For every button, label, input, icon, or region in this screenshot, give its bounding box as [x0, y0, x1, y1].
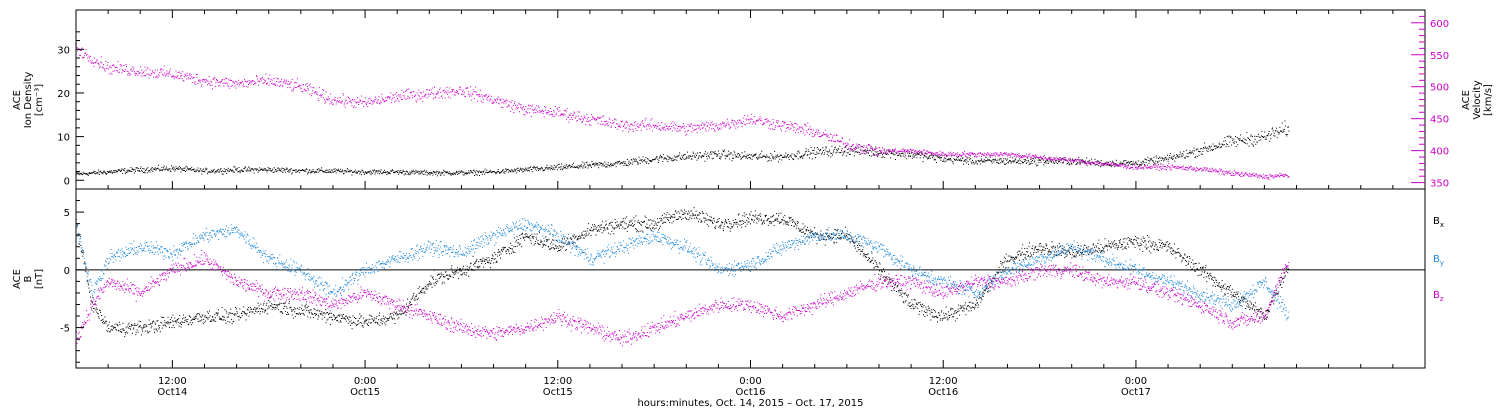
series-By [76, 218, 1290, 321]
right-y-label-line: Velocity [1472, 80, 1483, 119]
x-tick-date: Oct15 [543, 387, 573, 398]
top-panel: 0 10 20 30 350 400 450 500 550 600 [57, 9, 1449, 190]
x-tick-date: Oct16 [928, 387, 958, 398]
x-axis-label: hours:minutes, Oct. 14, 2015 – Oct. 17, … [637, 398, 863, 409]
series-velocity [76, 43, 1290, 180]
series-Bx [76, 207, 1290, 338]
bottom-y-label-line: B [23, 275, 34, 282]
x-tick-date: Oct15 [350, 387, 380, 398]
left-tick-label: 0 [64, 176, 70, 187]
x-tick-date: Oct14 [157, 387, 187, 398]
right-tick-label: 350 [1430, 179, 1449, 190]
labels: 12:00Oct140:00Oct1512:00Oct150:00Oct1612… [12, 72, 1494, 409]
series-Bz [76, 250, 1290, 347]
left-y-label-line: Ion Density [23, 72, 34, 129]
right-tick-label: 400 [1430, 147, 1449, 158]
x-tick-date: Oct17 [1121, 387, 1151, 398]
right-y-label-line: ACE [1461, 90, 1472, 110]
bottom-y-label-line: [nT] [34, 269, 45, 289]
bottom-panel: -5 0 5 [60, 188, 1426, 369]
left-tick-label: 30 [57, 45, 70, 56]
left-y-label-line: [cm⁻³] [34, 84, 45, 116]
bottom-frame [75, 188, 1426, 369]
right-tick-label: 550 [1430, 51, 1449, 62]
right-y-label: ACE Velocity [km/s] [1461, 80, 1494, 119]
right-tick-label: 450 [1430, 115, 1449, 126]
bottom-y-label-line: ACE [12, 269, 23, 289]
b-tick-label: 0 [64, 266, 70, 277]
left-tick-label: 10 [57, 133, 70, 144]
legend-By: By [1433, 254, 1444, 267]
x-tick-time: 12:00 [543, 376, 572, 387]
b-tick-label: 5 [64, 208, 70, 219]
left-tick-label: 20 [57, 89, 70, 100]
x-tick-time: 0:00 [739, 376, 761, 387]
bottom-y-label: ACE B [nT] [12, 269, 45, 289]
series-density [76, 120, 1290, 177]
x-tick-date: Oct16 [735, 387, 765, 398]
x-tick-time: 0:00 [1125, 376, 1147, 387]
top-frame [75, 9, 1426, 190]
left-y-label: ACE Ion Density [cm⁻³] [12, 72, 45, 129]
b-tick-label: -5 [60, 324, 70, 335]
x-tick-time: 12:00 [158, 376, 187, 387]
x-tick-time: 12:00 [929, 376, 958, 387]
legend-Bx: Bx [1433, 216, 1444, 229]
right-tick-label: 500 [1430, 83, 1449, 94]
left-y-label-line: ACE [12, 90, 23, 110]
right-tick-label: 600 [1430, 19, 1449, 30]
right-y-label-line: [km/s] [1483, 84, 1494, 116]
legend-Bz: Bz [1433, 290, 1444, 303]
x-tick-time: 0:00 [354, 376, 376, 387]
